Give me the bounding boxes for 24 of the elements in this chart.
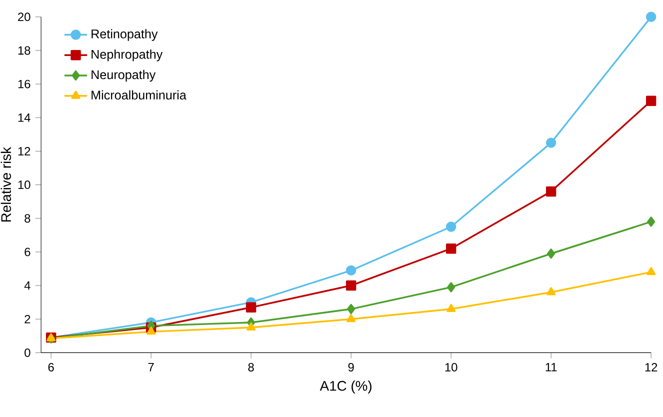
y-tick-label: 12 (18, 146, 30, 156)
y-tick-label: 2 (24, 314, 30, 324)
y-tick-label: 20 (18, 12, 30, 21)
y-tick-label: 0 (24, 348, 30, 357)
legend-label: Microalbuminuria (92, 90, 186, 100)
x-tick-label: 10 (445, 362, 458, 372)
y-tick-label: 8 (24, 214, 30, 222)
y-axis-title: Relative risk (0, 146, 12, 222)
legend-label: Nephropathy (92, 49, 163, 62)
y-tick-label: 4 (24, 281, 30, 290)
y-tick-label: 16 (18, 80, 30, 88)
x-tick-label: 8 (248, 362, 254, 372)
x-tick-label: 12 (645, 362, 658, 372)
x-tick-label: 9 (348, 362, 354, 372)
y-tick-label: 18 (18, 46, 30, 55)
x-tick-label: 7 (148, 362, 154, 372)
legend-label: Retinopathy (92, 29, 158, 41)
y-tick-label: 14 (18, 113, 30, 122)
y-tick-label: 10 (18, 180, 30, 189)
legend-label: Neuropathy (92, 70, 156, 82)
x-axis-title: A1C (%) (320, 380, 372, 394)
y-tick-label: 6 (24, 248, 30, 256)
x-tick-label: 6 (48, 362, 54, 372)
x-tick-label: 11 (546, 362, 557, 372)
